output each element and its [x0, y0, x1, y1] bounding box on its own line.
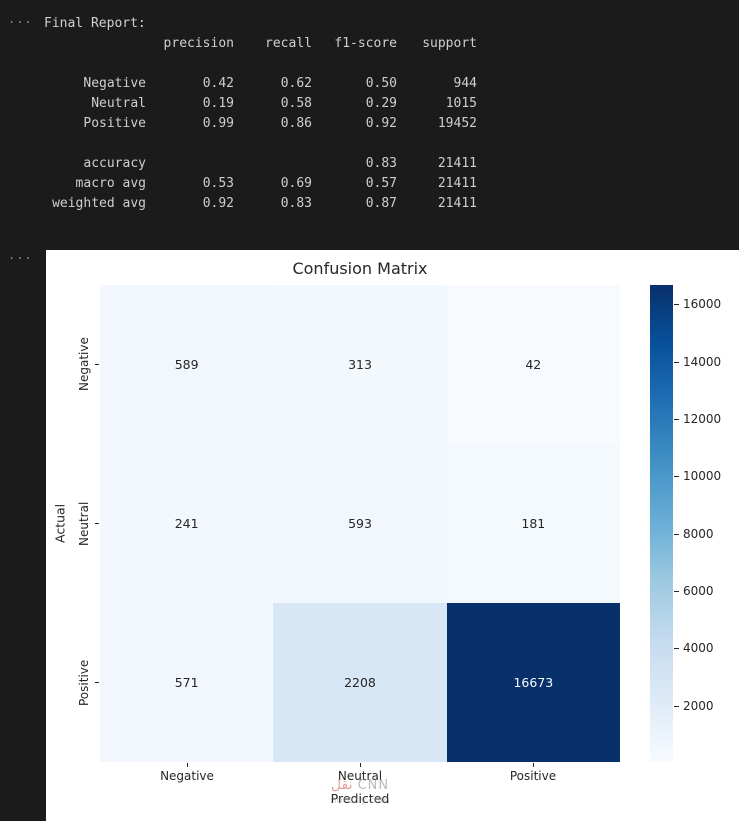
- report-header-recall: recall: [265, 36, 312, 51]
- report-cell: 0.42: [202, 76, 234, 91]
- heatmap-cell: 2208: [273, 603, 447, 762]
- report-table: precision recall f1-score support Negati…: [44, 34, 477, 214]
- cell-value: 589: [174, 357, 199, 372]
- report-row-label: accuracy: [83, 156, 146, 171]
- xtick-neutral: Neutral: [273, 763, 447, 783]
- heatmap-cell: 589: [100, 285, 274, 444]
- report-cell: 0.69: [280, 176, 312, 191]
- report-spacer: [44, 134, 477, 154]
- ytick-mark: [95, 523, 99, 524]
- x-axis-label: Predicted: [330, 791, 390, 806]
- report-spacer: [44, 54, 477, 74]
- report-cell: 944: [453, 76, 477, 91]
- report-cell: [234, 154, 312, 174]
- colorbar: [650, 285, 673, 762]
- cell-value: 313: [348, 357, 372, 372]
- report-cell: 0.50: [365, 76, 397, 91]
- report-header-f1: f1-score: [334, 36, 397, 51]
- colorbar-tick: 8000: [674, 527, 714, 541]
- heatmap-cell: 593: [273, 444, 447, 603]
- report-cell: 0.92: [202, 196, 234, 211]
- report-header-support: support: [422, 36, 477, 51]
- report-row-label: weighted avg: [52, 196, 146, 211]
- cell-value: 593: [348, 516, 372, 531]
- heatmap-cell: 571: [100, 603, 274, 762]
- report-cell: 19452: [437, 116, 477, 131]
- report-cell: 0.58: [280, 96, 312, 111]
- ytick-mark: [95, 682, 99, 683]
- ytick-mark: [95, 364, 99, 365]
- report-cell: 21411: [437, 196, 477, 211]
- y-axis-label: Actual: [52, 503, 68, 544]
- report-row-label: macro avg: [75, 176, 146, 191]
- report-cell: 1015: [445, 96, 477, 111]
- report-cell: 0.53: [202, 176, 234, 191]
- colorbar-tick: 10000: [673, 469, 722, 483]
- report-cell: 21411: [437, 176, 477, 191]
- report-cell: [146, 154, 234, 174]
- report-cell: 0.57: [365, 176, 397, 191]
- colorbar-tick: 4000: [674, 641, 714, 655]
- cell-value: 181: [521, 516, 546, 531]
- classification-report: Final Report: precision recall f1-score …: [44, 14, 477, 214]
- report-row-label: Positive: [83, 116, 146, 131]
- colorbar-tick: 14000: [673, 355, 722, 369]
- heatmap-cell: 313: [273, 285, 447, 444]
- report-cell: 0.83: [280, 196, 312, 211]
- cell-value: 42: [525, 357, 542, 372]
- output-collapse-toggle[interactable]: ...: [8, 12, 33, 26]
- report-row-label: Neutral: [91, 96, 146, 111]
- cell-value: 2208: [344, 675, 376, 690]
- heatmap-cell: 42: [446, 285, 620, 444]
- confusion-matrix-figure: Confusion Matrix 589 313 42 241 593 181 …: [46, 250, 739, 821]
- cell-value: 16673: [513, 675, 554, 690]
- xtick-positive: Positive: [446, 763, 620, 783]
- heatmap-cell: 181: [446, 444, 620, 603]
- heatmap-cell: 241: [100, 444, 274, 603]
- cell-value: 571: [174, 675, 199, 690]
- ytick-positive: Positive: [77, 659, 91, 706]
- report-cell: 0.99: [202, 116, 234, 131]
- cell-value: 241: [174, 516, 199, 531]
- report-cell: 0.86: [280, 116, 312, 131]
- report-title: Final Report:: [44, 16, 146, 31]
- report-cell: 0.83: [365, 156, 397, 171]
- report-cell: 0.62: [280, 76, 312, 91]
- report-cell: 0.19: [202, 96, 234, 111]
- report-cell: 21411: [437, 156, 477, 171]
- colorbar-tick: 6000: [674, 584, 714, 598]
- report-cell-empty: [44, 34, 146, 54]
- report-row-label: Negative: [83, 76, 146, 91]
- report-cell: 0.87: [365, 196, 397, 211]
- heatmap: 589 313 42 241 593 181 571 2208 16673: [100, 285, 620, 762]
- colorbar-tick: 12000: [673, 412, 722, 426]
- report-header-precision: precision: [163, 36, 234, 51]
- report-cell: 0.92: [365, 116, 397, 131]
- chart-title: Confusion Matrix: [292, 259, 428, 278]
- report-cell: 0.29: [365, 96, 397, 111]
- colorbar-tick: 16000: [673, 297, 722, 311]
- ytick-neutral: Neutral: [77, 501, 91, 546]
- output-collapse-toggle[interactable]: ...: [8, 248, 33, 262]
- colorbar-tick: 2000: [674, 699, 714, 713]
- heatmap-cell: 16673: [446, 603, 620, 762]
- xtick-negative: Negative: [100, 763, 274, 783]
- ytick-negative: Negative: [77, 337, 91, 392]
